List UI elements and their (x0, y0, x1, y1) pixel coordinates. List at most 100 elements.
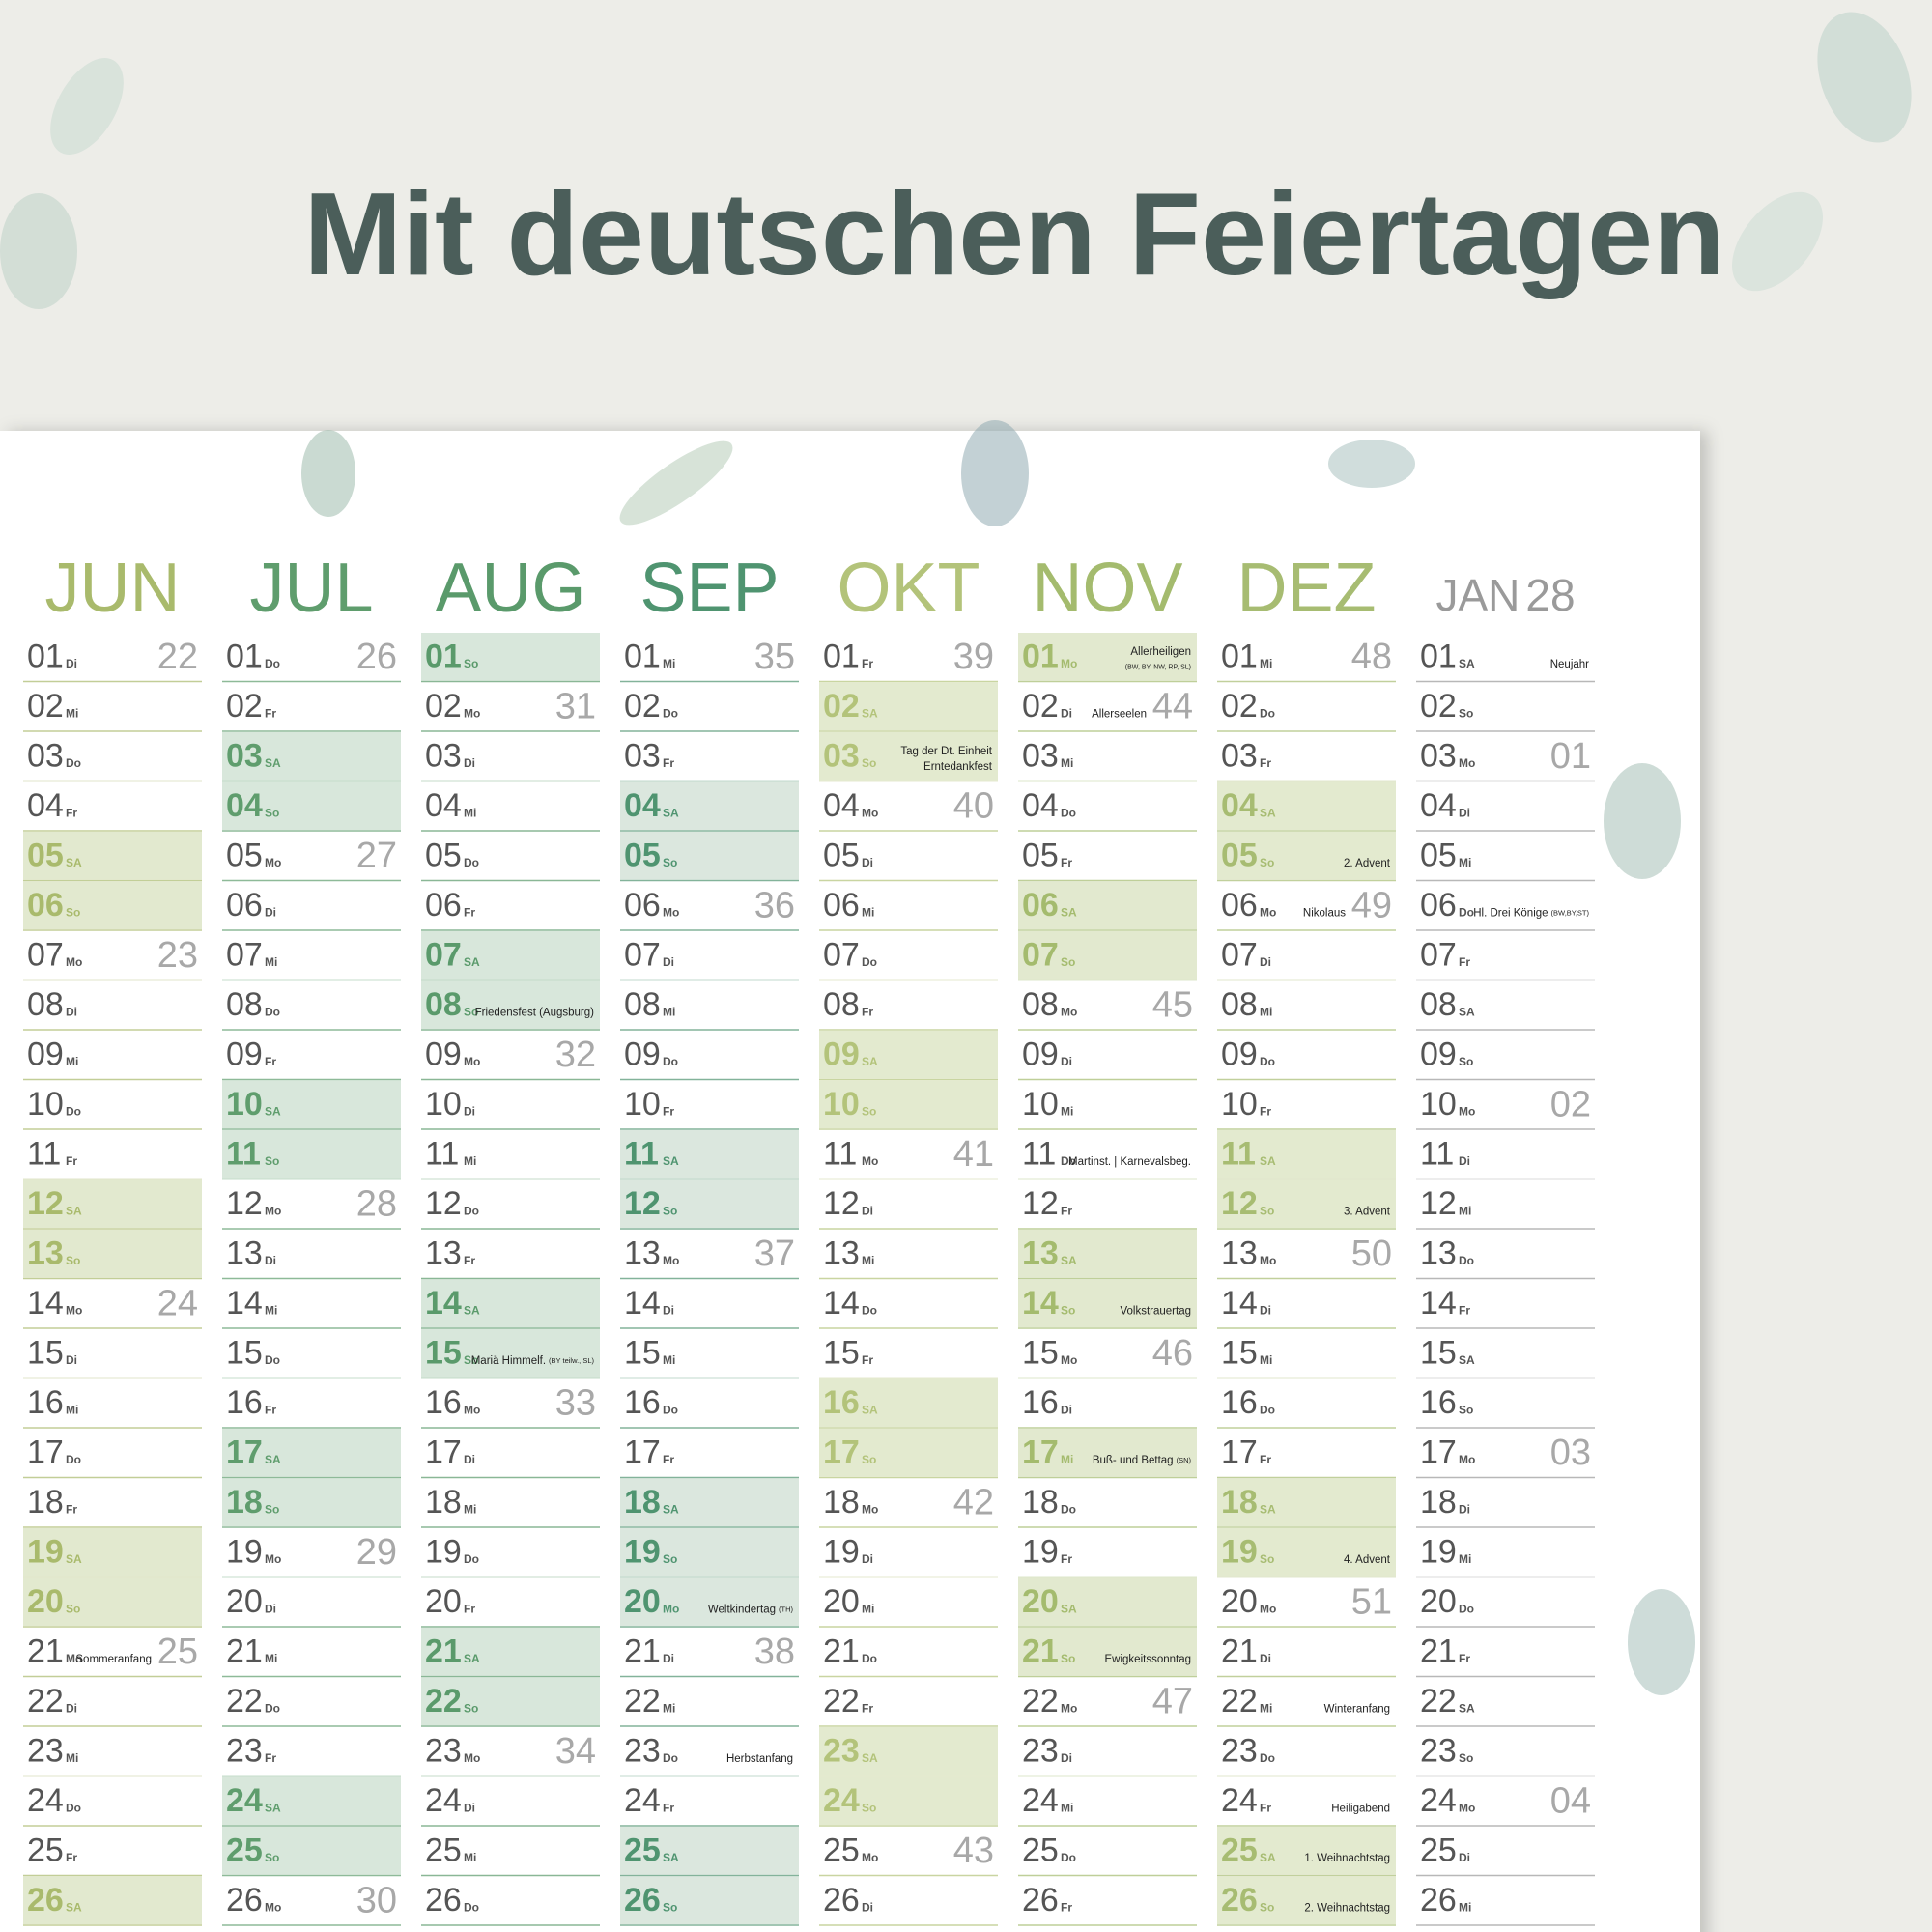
week-number: 44 (1152, 686, 1193, 726)
weekday: Mi (862, 1602, 874, 1615)
weekday: Mi (1459, 1900, 1471, 1914)
day-number: 10 (1221, 1086, 1258, 1122)
weekday: Fr (1260, 1453, 1271, 1466)
weekday: SA (265, 1801, 281, 1814)
day-number: 26 (1420, 1882, 1457, 1918)
weekday: Do (1459, 1602, 1474, 1615)
day-number: 04 (624, 787, 661, 824)
week-number: 40 (953, 785, 994, 826)
holiday-shade (1018, 1577, 1197, 1626)
weekday: So (663, 1552, 677, 1566)
day-number: 15 (1221, 1335, 1258, 1372)
weekday: Fr (1260, 1104, 1271, 1118)
weekday: Mi (464, 1502, 476, 1516)
day-number: 13 (1022, 1236, 1059, 1272)
day-number: 20 (1022, 1583, 1059, 1620)
day-number: 12 (425, 1185, 462, 1222)
weekday: Mi (1260, 657, 1272, 670)
day-number: 16 (27, 1384, 64, 1421)
weekday: Do (265, 1005, 280, 1018)
weekday: Mi (66, 706, 78, 720)
day-number: 04 (1420, 787, 1457, 824)
week-number: 04 (1550, 1780, 1591, 1821)
week-number: 02 (1550, 1084, 1591, 1124)
weekday: Di (66, 1005, 77, 1018)
weekday: So (1459, 706, 1473, 720)
day-number: 13 (425, 1236, 462, 1272)
weekday: Di (1260, 955, 1271, 969)
weekday: So (1260, 1552, 1274, 1566)
day-number: 12 (1022, 1185, 1059, 1222)
holiday-shade (1018, 931, 1197, 980)
holiday-region: (BY teilw., SL) (549, 1356, 594, 1365)
weekday: Do (1459, 905, 1474, 919)
weekday: Mi (265, 1303, 277, 1317)
day-number: 20 (425, 1583, 462, 1620)
weekday: So (862, 1453, 876, 1466)
weekday: So (1061, 955, 1075, 969)
day-number: 02 (1221, 688, 1258, 724)
holiday-shade (620, 1577, 799, 1626)
holiday-shade (421, 1279, 600, 1327)
month-header: OKT (837, 550, 980, 627)
day-number: 21 (823, 1634, 860, 1670)
weekday: Mi (1260, 1353, 1272, 1367)
weekday: Di (66, 1353, 77, 1367)
holiday-note: 1. Weihnachtstag (1304, 1853, 1390, 1864)
day-number: 24 (1022, 1782, 1059, 1819)
holiday-shade (421, 931, 600, 980)
weekday: SA (1260, 1154, 1276, 1168)
day-number: 08 (823, 986, 860, 1023)
week-number: 46 (1152, 1333, 1193, 1374)
day-number: 20 (1420, 1583, 1457, 1620)
holiday-name: Neujahr (1550, 659, 1589, 670)
month-header: JUL (249, 550, 373, 627)
day-number: 06 (1022, 887, 1059, 923)
day-number: 03 (1022, 738, 1059, 775)
day-number: 07 (624, 937, 661, 974)
weekday: Mo (1260, 905, 1276, 919)
weekday: Do (663, 1751, 678, 1765)
month-name: JAN (1435, 570, 1520, 620)
weekday: So (464, 1353, 478, 1367)
holiday-shade (222, 1130, 401, 1179)
day-number: 15 (226, 1335, 263, 1372)
day-number: 01 (27, 639, 64, 675)
weekday: Mo (464, 1751, 480, 1765)
holiday-shade (421, 1329, 600, 1378)
weekday: Fr (265, 1055, 276, 1068)
day-number: 23 (1221, 1733, 1258, 1770)
day-number: 20 (27, 1583, 64, 1620)
weekday: So (1260, 1204, 1274, 1217)
day-number: 19 (823, 1534, 860, 1571)
holiday-region: (BW,BY,ST) (1551, 908, 1590, 917)
holiday-note: Weltkindertag (TH) (708, 1604, 794, 1615)
day-number: 09 (823, 1037, 860, 1073)
day-number: 17 (1221, 1435, 1258, 1471)
weekday: Do (265, 1701, 280, 1715)
day-number: 21 (1420, 1634, 1457, 1670)
holiday-shade (222, 1776, 401, 1825)
weekday: Mi (66, 1055, 78, 1068)
weekday: So (663, 1204, 677, 1217)
weekday: Mo (1260, 1602, 1276, 1615)
holiday-shade (1217, 1528, 1396, 1577)
day-number: 14 (1221, 1285, 1258, 1321)
day-number: 06 (823, 887, 860, 923)
holiday-shade (421, 980, 600, 1029)
day-number: 03 (624, 738, 661, 775)
day-number: 24 (425, 1782, 462, 1819)
weekday: Fr (1459, 955, 1470, 969)
weekday: Do (464, 1204, 479, 1217)
day-number: 21 (226, 1634, 263, 1670)
weekday: Mo (1459, 1453, 1475, 1466)
weekday: SA (663, 1502, 679, 1516)
day-number: 20 (823, 1583, 860, 1620)
weekday: Mo (862, 1851, 878, 1864)
month-header: JAN 28 (1435, 570, 1575, 620)
day-number: 07 (1221, 937, 1258, 974)
weekday: Di (1459, 1154, 1470, 1168)
day-number: 01 (1022, 639, 1059, 675)
day-number: 13 (27, 1236, 64, 1272)
weekday: Mi (464, 1154, 476, 1168)
